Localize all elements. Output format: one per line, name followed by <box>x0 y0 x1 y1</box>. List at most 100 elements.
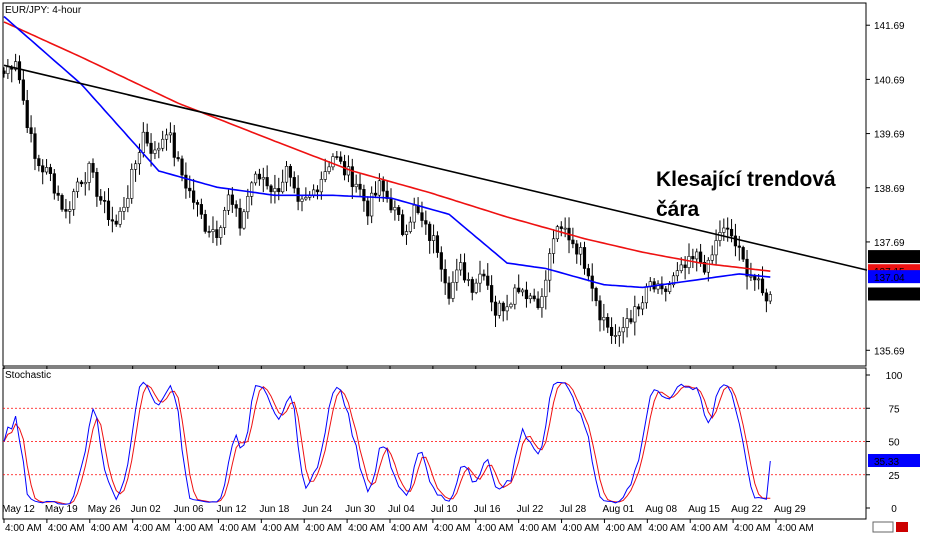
candle-body <box>520 289 525 293</box>
candle-body <box>137 152 142 165</box>
candle-body <box>637 306 641 310</box>
candle-body <box>21 79 25 101</box>
candle-body <box>629 318 633 323</box>
candle-body <box>130 169 134 199</box>
candle-body <box>346 166 351 176</box>
price-tag-label: 136.72 <box>874 290 905 301</box>
candle-body <box>551 238 556 254</box>
candle-body <box>644 286 649 304</box>
candle-body <box>470 279 474 293</box>
candle-body <box>536 298 540 309</box>
x-axis-date-label: Jul 28 <box>560 504 587 515</box>
candle-body <box>261 177 265 180</box>
candle-body <box>377 180 381 196</box>
candle-body <box>621 327 625 333</box>
candle-body <box>737 245 741 248</box>
candle-body <box>52 173 56 194</box>
x-axis-date-label: May 26 <box>88 504 121 515</box>
price-y-tick-label: 141.69 <box>874 21 905 32</box>
candle-body <box>234 204 238 209</box>
candle-body <box>265 177 269 187</box>
candle-body <box>760 278 765 294</box>
descending-trendline <box>3 64 868 271</box>
candle-body <box>44 167 49 173</box>
candle-body <box>17 61 22 81</box>
candle-body <box>29 127 33 134</box>
candle-body <box>335 156 339 158</box>
candle-body <box>640 302 645 310</box>
candle-body <box>617 331 621 336</box>
stochastic-y-tick-label: 75 <box>888 404 900 415</box>
stochastic-value-label: 35.33 <box>874 457 899 468</box>
candle-body <box>435 235 440 253</box>
candle-body <box>141 131 145 153</box>
x-axis-time-label: 4:00 AM <box>91 523 128 534</box>
x-axis-date-label: May 19 <box>45 504 78 515</box>
candle-body <box>753 275 757 281</box>
price-tag: 137.41 <box>868 250 920 264</box>
candle-body <box>60 195 64 210</box>
stochastic-title-box <box>4 369 54 380</box>
candle-body <box>714 240 718 256</box>
candle-body <box>490 285 494 303</box>
candle-body <box>106 200 111 220</box>
candle-body <box>571 239 575 245</box>
candle-body <box>56 192 60 196</box>
candle-body <box>656 283 660 290</box>
candle-body <box>176 157 180 160</box>
candle-body <box>575 243 579 255</box>
x-axis-time-label: 4:00 AM <box>5 523 42 534</box>
candle-body <box>540 296 544 309</box>
candle-body <box>733 235 738 247</box>
candle-body <box>443 268 447 284</box>
candle-body <box>548 253 552 281</box>
candle-body <box>362 189 366 202</box>
candle-body <box>687 256 691 268</box>
candle-body <box>768 294 772 302</box>
candle-body <box>83 182 87 185</box>
candle-body <box>315 189 320 193</box>
candle-body <box>586 268 590 277</box>
stochastic-main-line <box>3 381 771 505</box>
x-axis-time-label: 4:00 AM <box>691 523 728 534</box>
candle-body <box>157 147 161 151</box>
candle-body <box>532 295 536 300</box>
price-y-tick-label: 137.69 <box>874 238 905 249</box>
candle-body <box>497 302 501 316</box>
candle-body <box>161 138 165 149</box>
x-axis-date-label: Jul 10 <box>431 504 458 515</box>
stochastic-title: Stochastic <box>5 370 51 381</box>
x-axis-date-label: Jun 24 <box>302 504 332 515</box>
x-axis-date-label: May 12 <box>2 504 35 515</box>
candle-body <box>582 247 587 269</box>
candle-body <box>401 214 405 235</box>
x-axis-time-label: 4:00 AM <box>348 523 385 534</box>
x-axis-date-label: Jun 12 <box>216 504 246 515</box>
price-tag-label: 137.41 <box>874 253 905 264</box>
candle-body <box>505 306 509 312</box>
candle-body <box>122 206 126 212</box>
x-axis-time-label: 4:00 AM <box>391 523 428 534</box>
candle-body <box>269 185 273 193</box>
x-axis-date-label: Jul 16 <box>474 504 501 515</box>
candle-body <box>486 275 490 286</box>
candle-body <box>366 200 370 217</box>
candle-body <box>246 196 250 213</box>
candle-body <box>153 149 157 154</box>
price-panel-frame <box>2 2 867 367</box>
stochastic-y-tick-label: 100 <box>886 371 903 382</box>
chart-title-box <box>4 4 88 16</box>
candle-body <box>749 275 753 278</box>
candle-body <box>195 202 200 205</box>
candle-body <box>702 261 707 273</box>
candle-body <box>126 198 130 208</box>
candle-body <box>718 232 722 241</box>
candle-body <box>370 192 374 217</box>
x-axis-date-label: Aug 22 <box>731 504 763 515</box>
candle-body <box>598 300 602 321</box>
candle-body <box>145 131 149 144</box>
candle-body <box>420 212 424 221</box>
candle-body <box>133 163 138 170</box>
candle-body <box>103 200 107 202</box>
candle-body <box>6 66 10 74</box>
